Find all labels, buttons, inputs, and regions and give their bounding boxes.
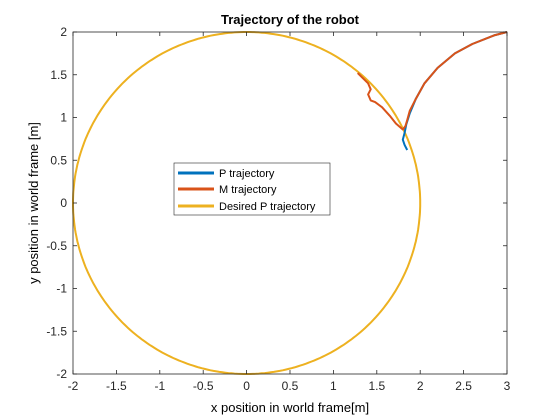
y-tick-label: -1 bbox=[56, 282, 67, 296]
y-tick-label: 2 bbox=[60, 25, 67, 39]
x-tick-label: 3 bbox=[504, 379, 511, 393]
x-tick-label: -1.5 bbox=[106, 379, 127, 393]
x-tick-label: 2 bbox=[417, 379, 424, 393]
x-tick-label: 2.5 bbox=[455, 379, 472, 393]
x-axis-label: x position in world frame[m] bbox=[211, 400, 369, 415]
y-tick-label: 1 bbox=[60, 111, 67, 125]
y-tick-label: 0.5 bbox=[50, 153, 67, 167]
x-tick-label: 0 bbox=[243, 379, 250, 393]
series-p-trajectory bbox=[401, 31, 508, 151]
y-tick-label: 0 bbox=[60, 196, 67, 210]
x-tick-label: 0.5 bbox=[282, 379, 299, 393]
y-tick-label: -1.5 bbox=[46, 324, 67, 338]
y-axis-label: y position in world frame [m] bbox=[26, 122, 41, 284]
chart-title: Trajectory of the robot bbox=[221, 12, 360, 27]
x-tick-label: 1.5 bbox=[368, 379, 385, 393]
x-ticks: -2 -1.5 -1 -0.5 0 0.5 1 1.5 2 2.5 3 bbox=[68, 32, 511, 393]
y-ticks: -2 -1.5 -1 -0.5 0 0.5 1 1.5 2 bbox=[46, 25, 507, 381]
legend: P trajectory M trajectory Desired P traj… bbox=[173, 162, 331, 216]
y-tick-label: -2 bbox=[56, 367, 67, 381]
legend-label-desired: Desired P trajectory bbox=[219, 201, 316, 213]
y-tick-label: -0.5 bbox=[46, 239, 67, 253]
x-tick-label: -2 bbox=[68, 379, 79, 393]
y-tick-label: 1.5 bbox=[50, 68, 67, 82]
x-tick-label: 1 bbox=[330, 379, 337, 393]
legend-label-m: M trajectory bbox=[219, 184, 277, 196]
x-tick-label: -1 bbox=[154, 379, 165, 393]
series-m-trajectory bbox=[356, 31, 508, 131]
legend-label-p: P trajectory bbox=[219, 168, 275, 180]
x-tick-label: -0.5 bbox=[193, 379, 214, 393]
